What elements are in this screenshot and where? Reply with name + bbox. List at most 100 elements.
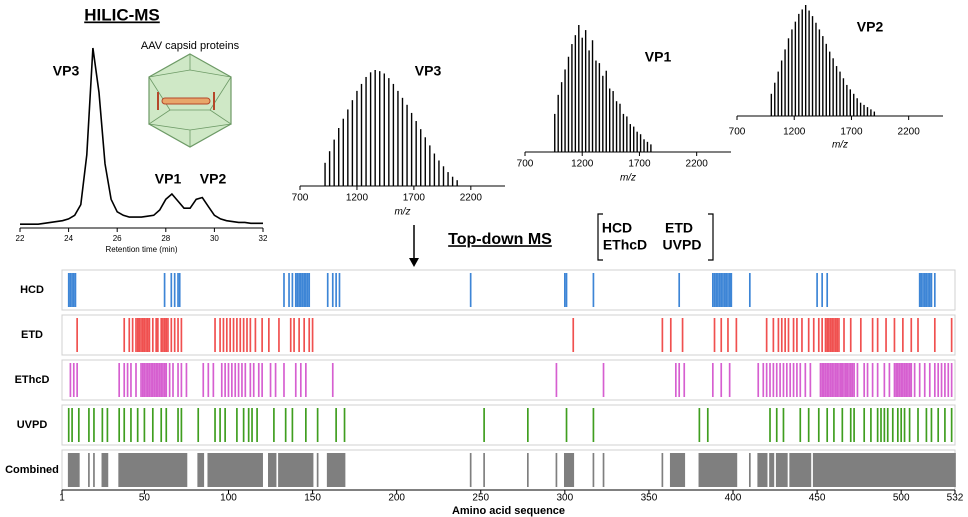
- coverage-mark: [163, 273, 166, 307]
- coverage-mark: [305, 363, 307, 397]
- coverage-mark: [343, 408, 346, 442]
- coverage-mark: [883, 408, 886, 442]
- coverage-mark: [301, 273, 304, 307]
- coverage-mark: [283, 363, 285, 397]
- coverage-mark: [151, 318, 154, 352]
- coverage-mark: [602, 363, 605, 397]
- coverage-mark: [299, 273, 302, 307]
- coverage-mark: [918, 363, 921, 397]
- coverage-mark: [163, 363, 166, 397]
- legend-entry: UVPD: [663, 237, 702, 253]
- coverage-mark: [289, 318, 292, 352]
- coverage-mark: [789, 363, 792, 397]
- coverage-range: [526, 453, 529, 487]
- coverage-mark: [925, 273, 928, 307]
- coverage-mark: [944, 363, 946, 397]
- x-tick-label: 700: [729, 127, 746, 138]
- coverage-mark: [908, 408, 911, 442]
- coverage-mark: [780, 318, 783, 352]
- coverage-mark: [809, 363, 812, 397]
- coverage-mark: [853, 408, 855, 442]
- coverage-mark: [123, 318, 126, 352]
- coverage-mark: [158, 363, 161, 397]
- coverage-mark: [141, 318, 144, 352]
- coverage-range: [789, 453, 812, 487]
- coverage-mark: [296, 273, 299, 307]
- coverage-mark: [944, 408, 946, 442]
- coverage-mark: [239, 318, 242, 352]
- coverage-mark: [769, 408, 771, 442]
- x-tick-label: 1700: [628, 159, 651, 170]
- x-tick-label: 1700: [403, 193, 426, 204]
- coverage-mark: [151, 363, 154, 397]
- coverage-mark: [866, 363, 869, 397]
- coverage-mark: [831, 318, 834, 352]
- row-label: ETD: [21, 329, 43, 341]
- coverage-mark: [168, 363, 171, 397]
- coverage-mark: [856, 363, 859, 397]
- coverage-mark: [76, 363, 78, 397]
- coverage-mark: [792, 318, 795, 352]
- coverage-mark: [224, 363, 226, 397]
- coverage-mark: [841, 408, 844, 442]
- row-frame: [61, 269, 956, 311]
- coverage-mark: [148, 363, 151, 397]
- annotation: VP2: [200, 171, 227, 187]
- coverage-mark: [913, 363, 916, 397]
- coverage-mark: [237, 363, 240, 397]
- coverage-mark: [678, 363, 681, 397]
- coverage-mark: [130, 408, 132, 442]
- coverage-mark: [268, 318, 270, 352]
- coverage-mark: [772, 318, 775, 352]
- coverage-mark: [526, 408, 529, 442]
- coverage-mark: [728, 363, 731, 397]
- coverage-mark: [727, 318, 729, 352]
- coverage-mark: [284, 408, 287, 442]
- coverage-mark: [220, 363, 223, 397]
- coverage-mark: [178, 273, 181, 307]
- coverage-mark: [219, 318, 221, 352]
- coverage-mark: [933, 363, 936, 397]
- coverage-range: [812, 453, 956, 487]
- coverage-mark: [928, 273, 931, 307]
- coverage-mark: [849, 363, 852, 397]
- coverage-mark: [165, 408, 168, 442]
- annotation: VP3: [53, 63, 80, 79]
- x-tick-label: 1200: [346, 193, 369, 204]
- coverage-mark: [338, 273, 341, 307]
- coverage-mark: [844, 363, 847, 397]
- coverage-mark: [917, 408, 919, 442]
- coverage-mark: [824, 363, 827, 397]
- coverage-mark: [828, 318, 830, 352]
- coverage-mark: [146, 318, 149, 352]
- coverage-mark: [821, 318, 823, 352]
- coverage-mark: [796, 318, 798, 352]
- coverage-mark: [153, 363, 156, 397]
- coverage-mark: [896, 408, 899, 442]
- coverage-mark: [893, 318, 896, 352]
- chart-title: Top-down MS: [448, 231, 552, 248]
- coverage-mark: [836, 363, 839, 397]
- coverage-mark: [202, 363, 205, 397]
- coverage-mark: [720, 363, 723, 397]
- coverage-mark: [241, 363, 243, 397]
- coverage-mark: [923, 273, 926, 307]
- coverage-range: [555, 453, 558, 487]
- coverage-mark: [118, 408, 121, 442]
- coverage-mark: [725, 273, 728, 307]
- coverage-mark: [165, 363, 168, 397]
- coverage-mark: [72, 363, 75, 397]
- row-frame: [61, 314, 956, 356]
- chart-title: VP3: [415, 63, 442, 79]
- coverage-mark: [141, 363, 144, 397]
- coverage-mark: [298, 273, 300, 307]
- coverage-mark: [910, 318, 913, 352]
- coverage-mark: [269, 363, 272, 397]
- x-axis-label: Amino acid sequence: [452, 505, 565, 517]
- coverage-mark: [876, 408, 879, 442]
- coverage-mark: [883, 363, 886, 397]
- coverage-mark: [910, 363, 913, 397]
- coverage-mark: [831, 363, 834, 397]
- coverage-mark: [950, 363, 953, 397]
